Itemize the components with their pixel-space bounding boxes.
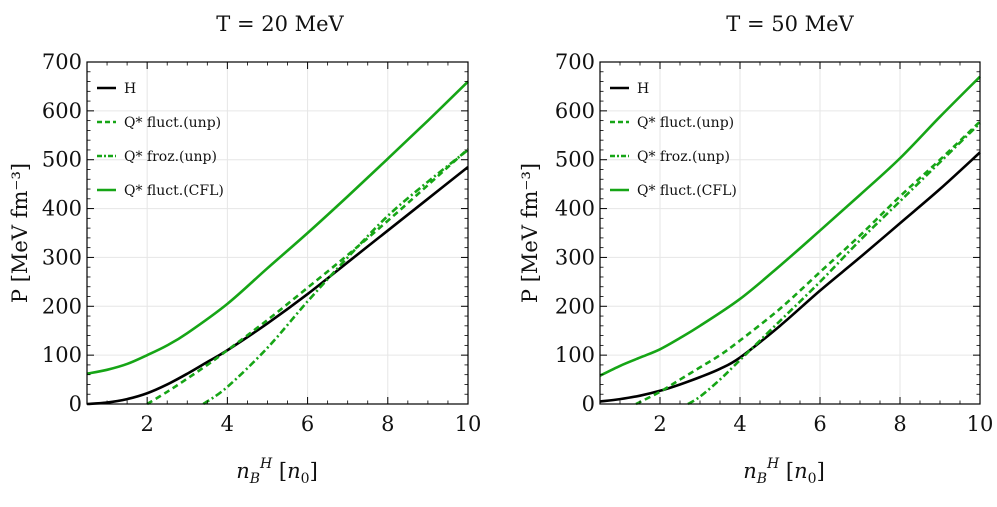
x-tick-label: 6 [813,412,826,436]
x-tick-label: 2 [140,412,153,436]
y-tick-label: 400 [42,197,82,221]
y-tick-label: 500 [555,148,595,172]
series-line-0 [599,151,981,403]
legend-label: H [637,81,649,97]
y-tick-label: 100 [42,343,82,367]
plot-frame [86,61,469,405]
y-tick-label: 200 [555,294,595,318]
y-tick-label: 300 [42,245,82,269]
series-line-1 [146,148,469,406]
y-tick-label: 600 [555,99,595,123]
y-axis-label: P [MeV fm⁻³] [518,163,542,303]
x-tick-label: 4 [733,412,746,436]
x-axis-label: nBH [n0] [743,456,825,487]
panel-title: T = 50 MeV [726,12,854,36]
x-axis-label: nBH [n0] [236,456,318,487]
panel-t20: T = 20 MeV 2 4 6 8 100100200300400500600700 … [8,12,481,487]
x-tick-label: 8 [893,412,906,436]
series-line-2 [687,122,981,406]
series-line-0 [86,166,469,406]
y-tick-label: 0 [582,392,595,416]
panel-t50: T = 50 MeV 2 4 6 8 100100200300400500600700 … [518,12,993,487]
y-tick-label: 600 [42,99,82,123]
x-tick-label: 10 [967,412,994,436]
x-tick-label: 8 [381,412,394,436]
y-tick-label: 300 [555,245,595,269]
legend-label: Q* froz.(unp) [637,149,730,165]
x-tick-label: 2 [653,412,666,436]
plot-frame [599,61,981,405]
y-tick-label: 400 [555,197,595,221]
series-line-2 [202,148,469,406]
ylabel: P [MeV fm⁻³] [8,163,32,303]
y-tick-label: 500 [42,148,82,172]
legend-label: H [124,81,136,97]
y-tick-label: 700 [42,50,82,74]
legend-label: Q* fluct.(unp) [637,115,734,131]
y-tick-label: 200 [42,294,82,318]
y-tick-label: 700 [555,50,595,74]
y-tick-label: 0 [69,392,82,416]
series-line-3 [86,80,469,375]
legend-label: Q* fluct.(unp) [124,115,221,131]
y-tick-label: 100 [555,343,595,367]
series-line-3 [599,75,981,377]
panel-title: T = 20 MeV [216,12,344,36]
legend-label: Q* fluct.(CFL) [124,183,224,199]
x-tick-label: 6 [301,412,314,436]
ylabel: P [MeV fm⁻³] [518,163,542,303]
series-line-1 [635,120,981,406]
x-tick-label: 4 [221,412,234,436]
legend-label: Q* fluct.(CFL) [637,183,737,199]
x-tick-label: 10 [455,412,482,436]
legend-label: Q* froz.(unp) [124,149,217,165]
y-axis-label: P [MeV fm⁻³] [8,163,32,303]
